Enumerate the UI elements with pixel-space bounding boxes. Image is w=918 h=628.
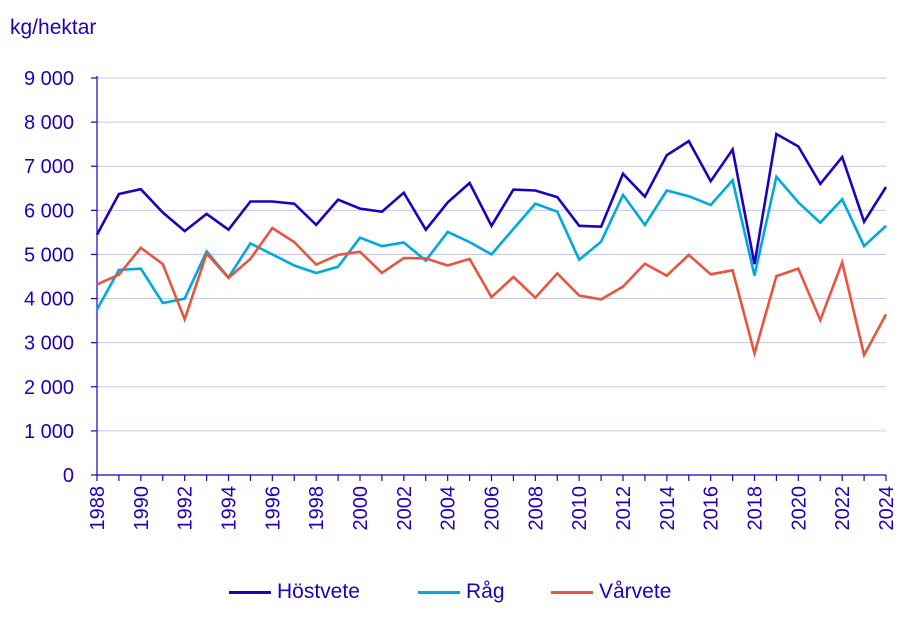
x-tick-label: 1998	[306, 486, 328, 531]
y-tick-label: 8 000	[24, 112, 74, 134]
x-tick-label: 2002	[394, 486, 416, 531]
x-tick-label: 2008	[525, 486, 547, 531]
axes	[91, 76, 887, 481]
y-axis-label: kg/hektar	[10, 16, 96, 39]
x-tick-label: 2004	[438, 486, 460, 531]
x-tick-label: 1988	[87, 486, 109, 531]
x-tick-label: 2016	[701, 486, 723, 531]
y-tick-label: 0	[63, 465, 74, 487]
legend: Höstvete Råg Vårvete	[0, 574, 918, 610]
y-tick-label: 9 000	[24, 68, 74, 90]
legend-item: Vårvete	[551, 574, 671, 610]
x-tick-label: 2000	[350, 486, 372, 531]
series-line-vårvete	[96, 226, 888, 359]
x-tick-label: 1996	[262, 486, 284, 531]
legend-swatch	[418, 590, 460, 594]
y-tick-label: 4 000	[24, 289, 74, 311]
x-tick-label: 2022	[832, 486, 854, 531]
y-tick-label: 6 000	[24, 200, 74, 222]
x-tick-label: 2020	[788, 486, 810, 531]
y-tick-labels: 0 1 000 2 000 3 000 4 000 5 000 6 000 7 000 8 00…	[24, 68, 74, 487]
legend-item: Höstvete	[229, 574, 360, 610]
y-tick-label: 2 000	[24, 377, 74, 399]
legend-swatch	[229, 590, 271, 594]
x-tick-label: 1992	[175, 486, 197, 531]
x-tick-label: 2006	[482, 486, 504, 531]
legend-swatch	[551, 590, 593, 594]
legend-item: Råg	[418, 574, 505, 610]
x-tick-label: 1990	[131, 486, 153, 531]
x-tick-label: 2018	[745, 486, 767, 531]
y-tick-label: 7 000	[24, 156, 74, 178]
legend-label: Höstvete	[277, 580, 360, 603]
x-tick-label: 1994	[219, 486, 241, 531]
x-tick-label: 2014	[657, 486, 679, 531]
y-tick-label: 5 000	[24, 244, 74, 266]
x-tick-labels: 1988 1990 1992 1994 1996 1998 2000 2002 2004 2006…	[87, 486, 898, 531]
y-tick-label: 3 000	[24, 333, 74, 355]
series-line-råg	[95, 173, 887, 311]
legend-label: Vårvete	[599, 580, 672, 603]
series-line-höstvete	[95, 131, 888, 265]
x-tick-label: 2010	[569, 486, 591, 531]
x-tick-label: 2024	[876, 486, 898, 531]
legend-label: Råg	[466, 580, 505, 603]
x-tick-label: 2012	[613, 486, 635, 531]
series-lines	[95, 131, 888, 359]
y-tick-label: 1 000	[24, 421, 74, 443]
